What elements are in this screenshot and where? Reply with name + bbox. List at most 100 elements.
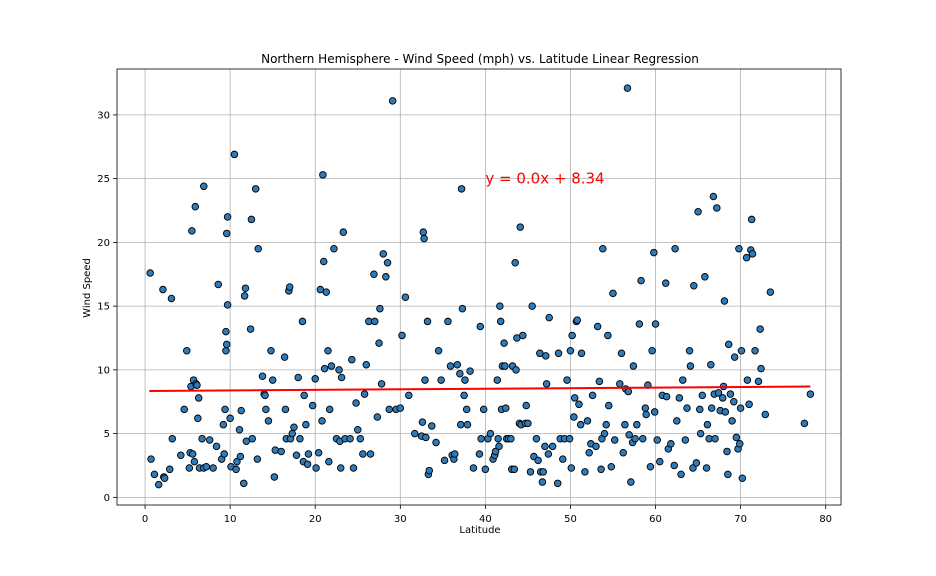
data-point [639,434,647,443]
data-point [324,346,332,355]
data-point [460,391,468,400]
data-point [251,185,260,193]
data-point [677,470,685,479]
data-point [581,468,589,476]
y-tick-label: 20 [97,238,110,249]
data-point [747,215,756,224]
data-point [360,390,369,398]
data-point [280,353,289,361]
data-point [501,362,509,370]
data-point [335,366,343,374]
data-point [223,301,232,309]
data-point [696,405,704,414]
y-tick-label: 15 [97,302,110,313]
data-point [371,317,379,326]
data-point [418,418,427,426]
data-point [534,456,542,465]
data-point [233,457,241,466]
data-point [264,417,273,425]
regression [149,385,811,392]
data-point [428,422,436,430]
data-point [681,436,690,444]
data-point [308,401,317,410]
data-point [290,423,298,431]
data-point [456,369,464,378]
data-point [352,399,360,407]
data-point [494,434,502,443]
data-point [405,391,413,400]
data-point [575,400,583,409]
data-point [183,346,191,355]
data-point [348,355,356,364]
data-point [366,450,375,458]
regression-equation-annotation: y = 0.0x + 8.34 [485,170,604,188]
x-tick-label: 20 [309,514,322,525]
data-point [542,380,551,388]
chart-title: Northern Hemisphere - Wind Speed (mph) v… [261,52,699,66]
data-point [466,367,474,375]
data-point [648,346,656,355]
x-tick-label: 10 [224,514,237,525]
data-point [222,340,231,349]
data-point [604,331,612,340]
regression-line [149,385,811,392]
data-point [532,434,541,443]
data-point [237,406,245,415]
data-point [694,208,702,216]
data-point [194,394,203,402]
data-point [451,450,459,458]
data-point [604,401,613,410]
data-point [707,361,715,369]
data-point [703,420,712,429]
data-point [675,394,684,402]
data-point [723,447,731,456]
data-point [432,438,440,447]
data-point [180,405,188,414]
data-point [314,448,323,457]
data-point [325,457,333,466]
data-point [461,376,469,384]
data-point [692,459,701,467]
data-point [312,464,320,472]
data-point [690,281,698,290]
data-point [221,405,229,414]
x-axis-label: Latitude [459,525,500,536]
data-point [462,405,471,414]
data-point [502,404,510,412]
data-point [322,288,331,296]
data-point [642,410,650,419]
data-point [491,447,500,456]
data-point [434,346,443,355]
data-point [689,464,697,472]
data-point [147,455,155,463]
x-tick-label: 60 [649,514,662,525]
data-point [696,429,705,438]
data-point [743,376,752,384]
data-point [570,394,579,402]
data-point [627,478,635,486]
data-point [319,171,327,179]
data-point [526,468,535,476]
data-point [456,420,465,429]
data-point [356,434,365,443]
data-point [194,414,202,423]
data-point [732,433,741,442]
data-point [635,320,644,328]
data-point [165,465,174,474]
data-point [724,340,733,349]
data-point [349,464,358,472]
data-point [496,302,504,310]
data-point [754,377,763,386]
data-point [610,436,619,444]
x-tick-label: 30 [394,514,407,525]
data-point [146,269,154,277]
data-point [593,322,602,331]
data-point [566,346,575,355]
data-point [738,474,747,482]
data-point [458,304,467,313]
data-point [421,376,429,384]
data-point [383,259,392,267]
data-point [713,204,721,212]
x-tick-label: 0 [142,514,148,525]
data-point [188,450,197,458]
